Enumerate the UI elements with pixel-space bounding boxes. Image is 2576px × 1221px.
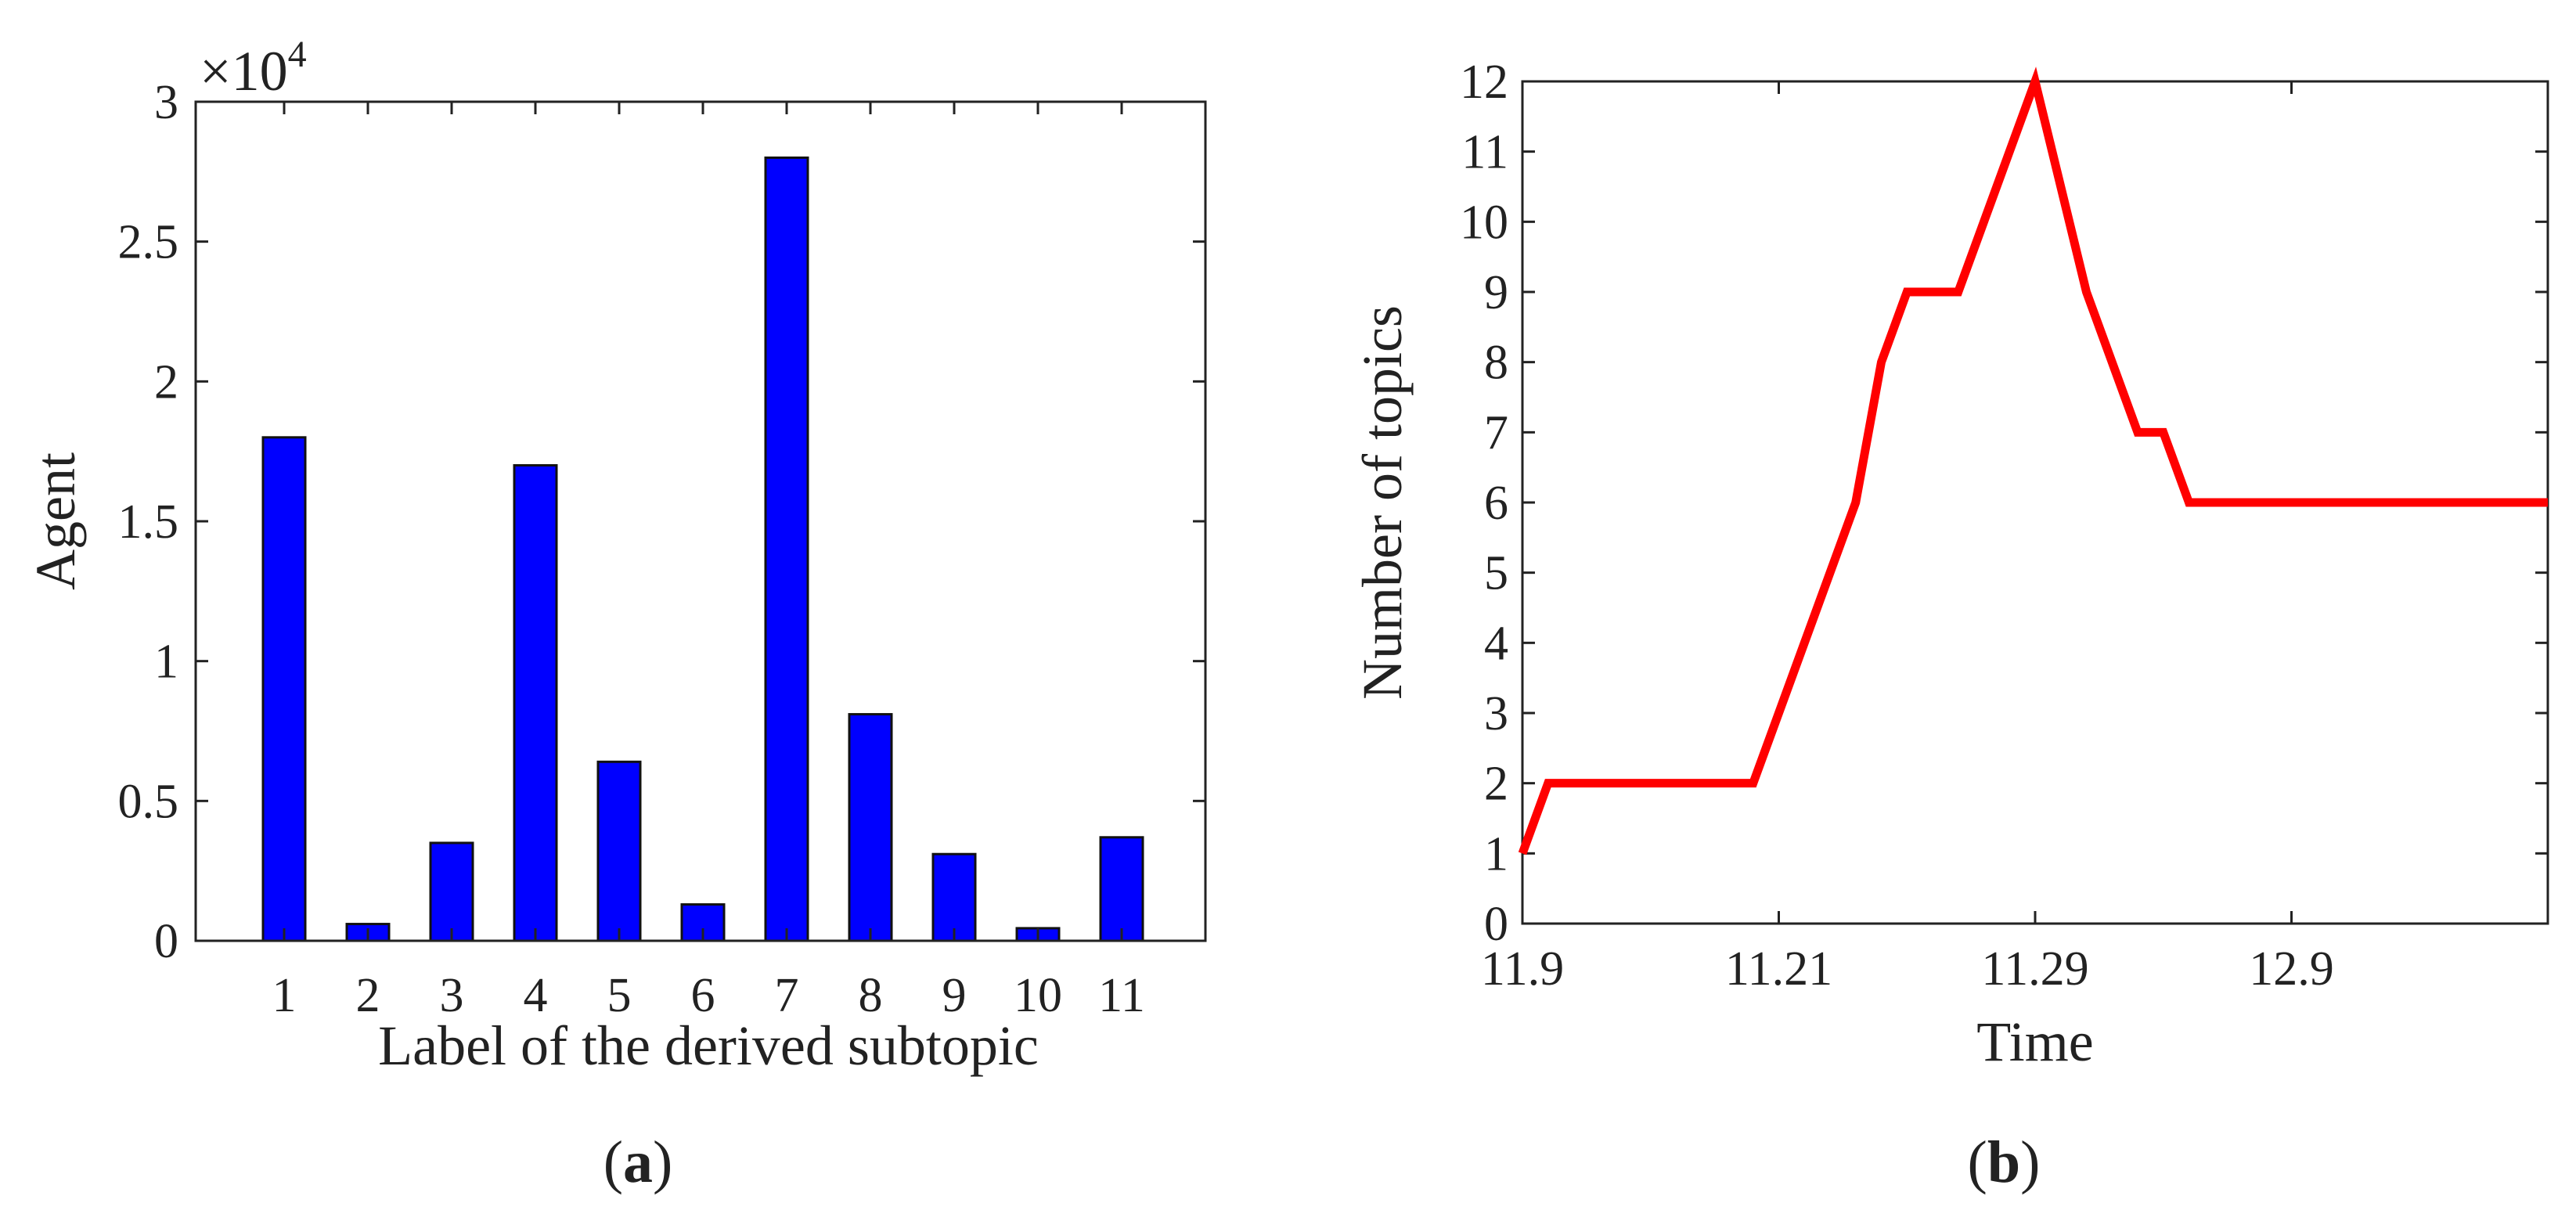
bar-1 xyxy=(261,436,307,942)
a-xtick-label: 10 xyxy=(1014,969,1062,1022)
bar-9 xyxy=(931,852,977,942)
panel-b-series-line xyxy=(1518,67,2548,855)
a-xtick-label: 9 xyxy=(942,969,967,1022)
bar-8 xyxy=(848,713,893,942)
a-ytick-label: 3 xyxy=(154,76,178,129)
b-ytick-label: 11 xyxy=(1461,126,1508,179)
a-xtick-label: 2 xyxy=(356,969,380,1022)
a-ytick-label: 2 xyxy=(154,355,178,409)
bar-5 xyxy=(596,760,642,942)
a-ytick-label: 1.5 xyxy=(118,495,179,549)
a-xtick-label: 4 xyxy=(524,969,548,1022)
a-ytick-label: 1 xyxy=(154,636,178,689)
a-xtick-label: 11 xyxy=(1098,969,1145,1022)
b-ytick-label: 5 xyxy=(1484,547,1508,600)
panel-a-exponent-label: ×104 xyxy=(200,34,307,103)
b-ytick-label: 2 xyxy=(1484,758,1508,811)
b-ytick-label: 0 xyxy=(1484,898,1508,951)
b-xtick-label: 11.9 xyxy=(1481,942,1564,996)
a-xtick-label: 7 xyxy=(775,969,799,1022)
panel-a-bar-chart: 0 0.5 1 1.5 2 2.5 3 1 2 3 4 5 6 7 8 9 10 11 ×104 Agent L… xyxy=(24,34,1207,1195)
panel-b-x-axis-label: Time xyxy=(1976,1010,2093,1073)
a-xtick-label: 3 xyxy=(440,969,464,1022)
a-xtick-label: 5 xyxy=(607,969,632,1022)
bar-4 xyxy=(513,464,558,942)
b-ytick-label: 7 xyxy=(1484,406,1508,459)
b-xtick-label: 11.21 xyxy=(1725,942,1832,996)
b-ytick-label: 4 xyxy=(1484,617,1508,670)
b-ytick-label: 8 xyxy=(1484,337,1508,390)
panel-b-y-axis-label: Number of topics xyxy=(1351,305,1414,700)
a-xtick-label: 8 xyxy=(859,969,883,1022)
b-ytick-label: 3 xyxy=(1484,687,1508,740)
bar-6 xyxy=(680,903,726,942)
a-ytick-label: 2.5 xyxy=(118,216,179,269)
a-xtick-label: 6 xyxy=(691,969,715,1022)
panel-a-caption: (a) xyxy=(603,1129,673,1195)
b-ytick-label: 12 xyxy=(1460,56,1508,109)
b-ytick-label: 1 xyxy=(1484,827,1508,881)
bar-11 xyxy=(1099,836,1144,942)
bar-3 xyxy=(429,841,474,942)
b-ytick-label: 6 xyxy=(1484,477,1508,530)
b-ytick-label: 10 xyxy=(1460,196,1508,249)
panel-a-axes-box xyxy=(194,100,1207,942)
a-ytick-label: 0 xyxy=(154,915,178,968)
panel-b-caption: (b) xyxy=(1968,1129,2041,1195)
bar-7 xyxy=(764,156,809,942)
a-ytick-label: 0.5 xyxy=(118,775,179,828)
panel-a-y-axis-label: Agent xyxy=(24,452,87,590)
b-ytick-label: 9 xyxy=(1484,266,1508,319)
panel-a-x-axis-label: Label of the derived subtopic xyxy=(378,1014,1039,1077)
b-xtick-label: 11.29 xyxy=(1981,942,2088,996)
b-xtick-label: 12.9 xyxy=(2249,942,2334,996)
a-xtick-label: 1 xyxy=(272,969,297,1022)
